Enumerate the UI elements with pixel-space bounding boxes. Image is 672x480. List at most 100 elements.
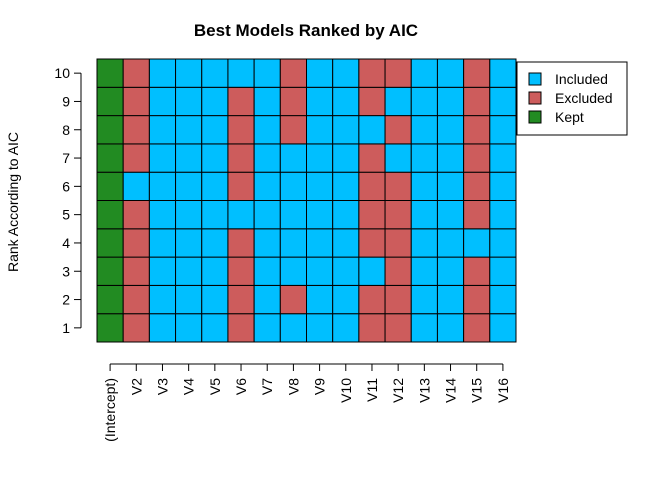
cell-rank-10-v14 (436, 58, 465, 88)
cell-rank-5-v13 (410, 200, 438, 230)
cell-rank-5-v15 (463, 200, 491, 230)
cell-rank-4-intercept (96, 228, 124, 258)
cell-rank-3-v6 (227, 256, 255, 286)
cell-rank-6-v11 (358, 171, 386, 201)
x-tick-label-intercept: (Intercept) (102, 378, 118, 442)
cell-rank-1-v11 (358, 313, 386, 343)
cell-rank-6-v8 (279, 171, 307, 201)
cell-rank-8-v6 (227, 115, 255, 145)
y-tick-label-8: 8 (62, 122, 70, 138)
cell-rank-10-v13 (410, 58, 438, 88)
cell-rank-7-v13 (410, 143, 438, 173)
cell-rank-9-v4 (175, 86, 203, 117)
legend: Included Excluded Kept (516, 61, 628, 136)
x-tick-label-v7: V7 (259, 378, 275, 395)
cell-rank-5-intercept (96, 200, 124, 230)
x-tick-label-v6: V6 (233, 378, 249, 395)
cell-rank-10-v5 (201, 58, 229, 88)
cell-rank-7-v14 (436, 143, 465, 173)
cell-rank-8-v16 (489, 115, 517, 145)
cell-rank-10-v9 (306, 58, 334, 88)
cell-rank-4-v14 (436, 228, 465, 258)
cell-rank-9-v3 (148, 86, 177, 117)
cell-rank-6-v5 (201, 171, 229, 201)
cell-rank-4-v16 (489, 228, 517, 258)
cell-rank-9-v10 (332, 86, 360, 117)
cell-rank-1-intercept (96, 313, 124, 343)
y-tick-label-3: 3 (62, 263, 70, 279)
cell-rank-3-intercept (96, 256, 124, 286)
cell-rank-5-v6 (227, 200, 255, 230)
cell-rank-1-v3 (148, 313, 177, 343)
cell-rank-9-v6 (227, 86, 255, 117)
cell-rank-9-v14 (436, 86, 465, 117)
heatmap-cells (96, 58, 517, 343)
cell-rank-6-v6 (227, 171, 255, 201)
cell-rank-4-v11 (358, 228, 386, 258)
cell-rank-4-v4 (175, 228, 203, 258)
cell-rank-8-v7 (253, 115, 281, 145)
cell-rank-8-v9 (306, 115, 334, 145)
cell-rank-9-v9 (306, 86, 334, 117)
cell-rank-7-v12 (384, 143, 412, 173)
legend-label-excluded: Excluded (555, 90, 613, 106)
cell-rank-6-v7 (253, 171, 281, 201)
cell-rank-9-v2 (122, 86, 150, 117)
cell-rank-1-v2 (122, 313, 150, 343)
cell-rank-3-v11 (358, 256, 386, 286)
cell-rank-3-v15 (463, 256, 491, 286)
cell-rank-3-v2 (122, 256, 150, 286)
y-tick-label-9: 9 (62, 93, 70, 109)
cell-rank-3-v10 (332, 256, 360, 286)
cell-rank-8-v8 (279, 115, 307, 145)
y-tick-label-1: 1 (62, 320, 70, 336)
cell-rank-1-v13 (410, 313, 438, 343)
cell-rank-1-v16 (489, 313, 517, 343)
x-tick-label-v11: V11 (364, 378, 380, 402)
cell-rank-5-v16 (489, 200, 517, 230)
cell-rank-8-v3 (148, 115, 177, 145)
cell-rank-7-v9 (306, 143, 334, 173)
cell-rank-2-intercept (96, 284, 124, 315)
cell-rank-9-intercept (96, 86, 124, 117)
cell-rank-6-v10 (332, 171, 360, 201)
x-tick-label-v3: V3 (154, 378, 170, 395)
cell-rank-4-v10 (332, 228, 360, 258)
cell-rank-10-v2 (122, 58, 150, 88)
cell-rank-3-v7 (253, 256, 281, 286)
cell-rank-7-v3 (148, 143, 177, 173)
cell-rank-2-v6 (227, 284, 255, 315)
y-axis-label: Rank According to AIC (5, 132, 21, 272)
cell-rank-3-v14 (436, 256, 465, 286)
cell-rank-8-v10 (332, 115, 360, 145)
cell-rank-3-v12 (384, 256, 412, 286)
legend-swatch-included (528, 72, 542, 86)
cell-rank-7-v2 (122, 143, 150, 173)
cell-rank-3-v13 (410, 256, 438, 286)
cell-rank-8-v5 (201, 115, 229, 145)
y-tick-label-2: 2 (62, 292, 70, 308)
cell-rank-5-v3 (148, 200, 177, 230)
x-tick-label-v8: V8 (285, 378, 301, 395)
cell-rank-2-v10 (332, 284, 360, 315)
cell-rank-2-v8 (279, 284, 307, 315)
cell-rank-1-v5 (201, 313, 229, 343)
cell-rank-3-v4 (175, 256, 203, 286)
cell-rank-9-v8 (279, 86, 307, 117)
cell-rank-1-v9 (306, 313, 334, 343)
legend-swatch-excluded (528, 91, 542, 105)
cell-rank-2-v3 (148, 284, 177, 315)
cell-rank-2-v12 (384, 284, 412, 315)
cell-rank-5-v4 (175, 200, 203, 230)
cell-rank-7-v6 (227, 143, 255, 173)
cell-rank-3-v8 (279, 256, 307, 286)
cell-rank-4-v12 (384, 228, 412, 258)
cell-rank-3-v5 (201, 256, 229, 286)
cell-rank-8-v14 (436, 115, 465, 145)
y-tick-label-7: 7 (62, 150, 70, 166)
cell-rank-8-v13 (410, 115, 438, 145)
cell-rank-9-v11 (358, 86, 386, 117)
cell-rank-2-v2 (122, 284, 150, 315)
cell-rank-5-v14 (436, 200, 465, 230)
cell-rank-8-v4 (175, 115, 203, 145)
